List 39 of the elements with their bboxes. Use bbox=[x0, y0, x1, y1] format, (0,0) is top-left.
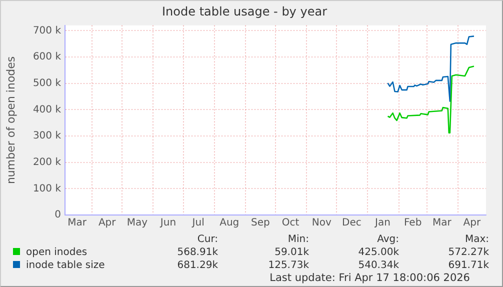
x-tick-label: Jun bbox=[159, 218, 176, 229]
text: Avg: bbox=[376, 233, 399, 246]
y-axis-title: number of open inodes bbox=[4, 56, 18, 184]
x-tick-label: Mar bbox=[68, 218, 88, 229]
x-tick-label: Oct bbox=[282, 218, 300, 229]
x-tick-label: May bbox=[126, 218, 148, 229]
x-tick-label: Jul bbox=[191, 218, 204, 229]
x-tick-label: Apr bbox=[98, 218, 117, 229]
y-tick-label: 700 k bbox=[32, 25, 62, 36]
text: Max: bbox=[464, 233, 489, 246]
x-tick-label: Sep bbox=[251, 218, 270, 229]
y-tick-label: 100 k bbox=[32, 183, 62, 194]
text: 425.00k bbox=[357, 246, 399, 259]
x-tick-label: Mar bbox=[432, 218, 452, 229]
text: 568.91k bbox=[176, 246, 218, 259]
text: 572.27k bbox=[447, 246, 489, 259]
legend-label: inode table size bbox=[25, 259, 106, 272]
text: 691.71k bbox=[447, 259, 489, 272]
text: Cur: bbox=[196, 233, 218, 246]
y-tick-label: 600 k bbox=[32, 52, 62, 63]
x-tick-label: Aug bbox=[220, 218, 240, 229]
text: Last update: Fri Apr 17 18:00:06 2026 bbox=[270, 272, 470, 284]
x-tick-label: Feb bbox=[404, 218, 422, 229]
x-tick-label: Jan bbox=[374, 218, 390, 229]
text: 681.29k bbox=[176, 259, 218, 272]
legend-label: open inodes bbox=[25, 246, 88, 259]
text: 125.73k bbox=[267, 259, 309, 272]
text: 540.34k bbox=[357, 259, 399, 272]
chart-title: Inode table usage - by year bbox=[162, 4, 328, 18]
x-tick-label: Apr bbox=[463, 218, 482, 229]
y-tick-label: 500 k bbox=[32, 78, 62, 89]
x-tick-label: Dec bbox=[342, 218, 362, 229]
text: Min: bbox=[286, 233, 309, 246]
y-tick-label: 400 k bbox=[32, 104, 62, 116]
y-tick-label: 200 k bbox=[32, 156, 62, 168]
text: 59.01k bbox=[274, 246, 309, 259]
y-tick-label: 300 k bbox=[32, 130, 62, 142]
x-tick-label: Nov bbox=[312, 218, 332, 229]
y-tick-label: 0 bbox=[54, 210, 61, 221]
